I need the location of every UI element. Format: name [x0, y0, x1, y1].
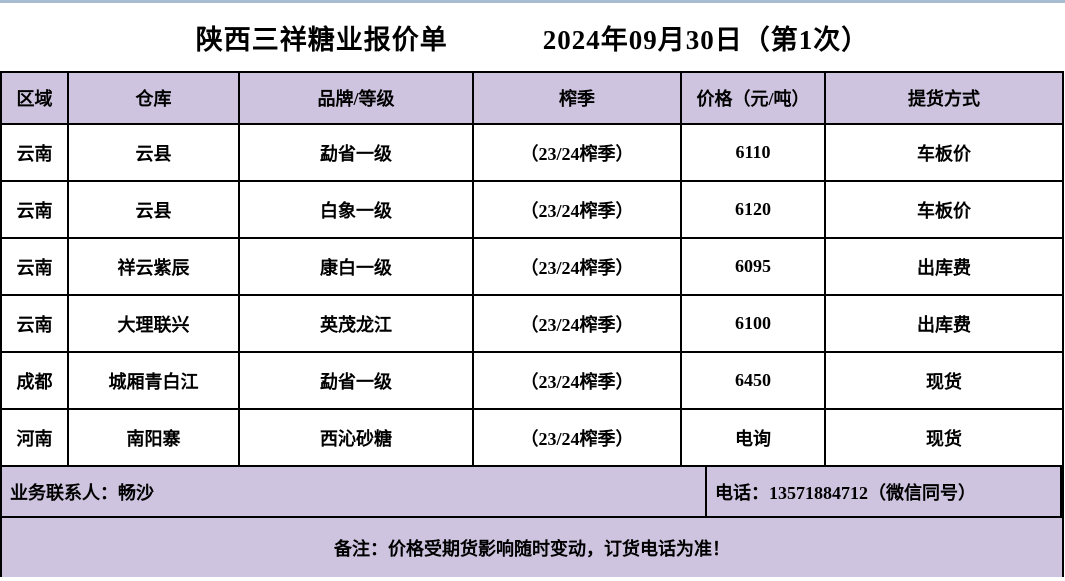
table-row: 云南 祥云紫辰 康白一级 （23/24榨季） 6095 出库费 [2, 239, 1062, 296]
table-row: 河南 南阳寨 西沁砂糖 （23/24榨季） 电询 现货 [2, 410, 1062, 467]
cell-brand-grade: 康白一级 [240, 239, 474, 296]
price-table: 区域 仓库 品牌/等级 榨季 价格（元/吨） 提货方式 云南 云县 勐省一级 （… [0, 71, 1064, 577]
header-warehouse: 仓库 [69, 73, 240, 125]
cell-warehouse: 城厢青白江 [69, 353, 240, 410]
header-brand-grade: 品牌/等级 [240, 73, 474, 125]
cell-region: 河南 [2, 410, 69, 467]
cell-season: （23/24榨季） [474, 410, 682, 467]
cell-warehouse: 祥云紫辰 [69, 239, 240, 296]
cell-region: 云南 [2, 125, 69, 182]
cell-pickup-method: 现货 [826, 353, 1062, 410]
cell-warehouse: 南阳寨 [69, 410, 240, 467]
cell-price: 电询 [682, 410, 826, 467]
title-company: 陕西三祥糖业报价单 [195, 24, 448, 55]
cell-pickup-method: 出库费 [826, 239, 1062, 296]
contact-person: 业务联系人：畅沙 [2, 467, 707, 518]
cell-price: 6100 [682, 296, 826, 353]
contact-phone: 电话：13571884712（微信同号） [707, 467, 1062, 518]
cell-brand-grade: 英茂龙江 [240, 296, 474, 353]
cell-region: 云南 [2, 182, 69, 239]
cell-price: 6110 [682, 125, 826, 182]
cell-region: 成都 [2, 353, 69, 410]
cell-warehouse: 云县 [69, 182, 240, 239]
header-region: 区域 [2, 73, 69, 125]
cell-price: 6095 [682, 239, 826, 296]
cell-brand-grade: 勐省一级 [240, 353, 474, 410]
cell-pickup-method: 现货 [826, 410, 1062, 467]
cell-region: 云南 [2, 239, 69, 296]
table-row: 云南 云县 白象一级 （23/24榨季） 6120 车板价 [2, 182, 1062, 239]
cell-pickup-method: 车板价 [826, 182, 1062, 239]
cell-warehouse: 大理联兴 [69, 296, 240, 353]
header-price: 价格（元/吨） [682, 73, 826, 125]
table-row: 成都 城厢青白江 勐省一级 （23/24榨季） 6450 现货 [2, 353, 1062, 410]
table-row: 云南 云县 勐省一级 （23/24榨季） 6110 车板价 [2, 125, 1062, 182]
table-header-row: 区域 仓库 品牌/等级 榨季 价格（元/吨） 提货方式 [2, 73, 1062, 125]
cell-season: （23/24榨季） [474, 239, 682, 296]
table-row: 云南 大理联兴 英茂龙江 （23/24榨季） 6100 出库费 [2, 296, 1062, 353]
cell-season: （23/24榨季） [474, 353, 682, 410]
remark-note: 备注：价格受期货影响随时变动，订货电话为准！ [2, 518, 1062, 577]
cell-price: 6450 [682, 353, 826, 410]
top-strip [0, 0, 1065, 3]
page-title: 陕西三祥糖业报价单 2024年09月30日（第1次） [0, 3, 1065, 71]
cell-season: （23/24榨季） [474, 182, 682, 239]
cell-brand-grade: 西沁砂糖 [240, 410, 474, 467]
cell-season: （23/24榨季） [474, 125, 682, 182]
contact-row: 业务联系人：畅沙 电话：13571884712（微信同号） [2, 467, 1062, 518]
title-date: 2024年09月30日（第1次） [542, 24, 870, 55]
cell-region: 云南 [2, 296, 69, 353]
header-pickup-method: 提货方式 [826, 73, 1062, 125]
cell-pickup-method: 出库费 [826, 296, 1062, 353]
cell-pickup-method: 车板价 [826, 125, 1062, 182]
cell-warehouse: 云县 [69, 125, 240, 182]
cell-brand-grade: 勐省一级 [240, 125, 474, 182]
cell-brand-grade: 白象一级 [240, 182, 474, 239]
header-season: 榨季 [474, 73, 682, 125]
cell-price: 6120 [682, 182, 826, 239]
cell-season: （23/24榨季） [474, 296, 682, 353]
